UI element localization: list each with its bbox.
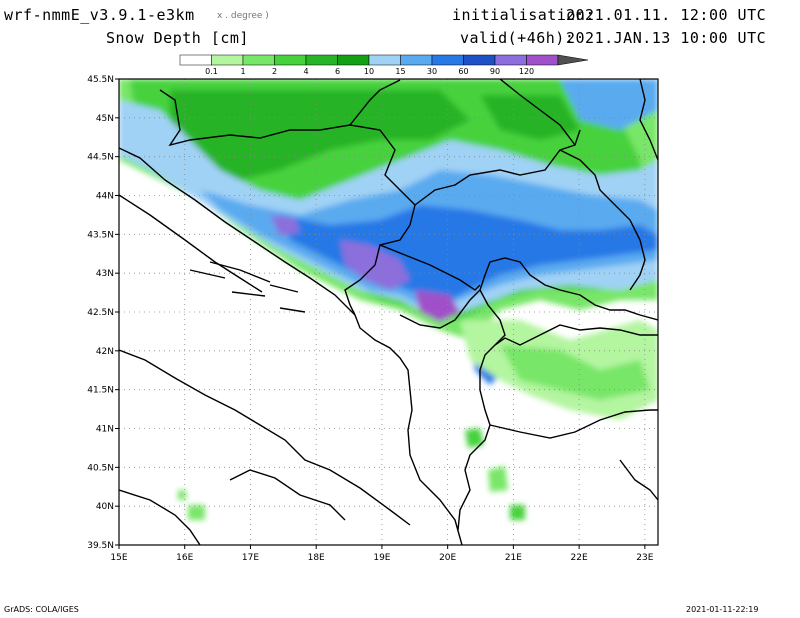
colorbar-label: 30	[427, 67, 437, 76]
colorbar-swatch	[274, 54, 307, 66]
colorbar-swatch	[368, 54, 401, 66]
colorbar-label: 0.1	[205, 67, 218, 76]
colorbar-swatch	[242, 54, 275, 66]
lat-label: 44.5N	[87, 153, 114, 163]
colorbar-swatch	[179, 54, 212, 66]
colorbar-swatch	[211, 54, 244, 66]
model-title: wrf-nmmE_v3.9.1-e3km	[4, 6, 195, 24]
lon-label: 16E	[176, 553, 193, 563]
lat-label: 39.5N	[87, 541, 114, 551]
colorbar-arrow	[557, 54, 589, 66]
coastlines-borders	[119, 79, 658, 545]
axis-ticks	[115, 78, 646, 549]
colorbar-swatch	[494, 54, 527, 66]
field-title: Snow Depth [cm]	[106, 29, 249, 47]
colorbar-label: 60	[458, 67, 468, 76]
footer-credit: GrADS: COLA/IGES	[4, 605, 79, 614]
footer-timestamp: 2021-01-11-22:19	[686, 605, 759, 614]
lat-labels: 45.5N 45N 44.5N 44N 43.5N 43N 42.5N 42N 41.5N 41N…	[87, 75, 114, 551]
colorbar-label: 6	[335, 67, 340, 76]
colorbar-label: 1	[240, 67, 245, 76]
lon-label: 20E	[439, 553, 456, 563]
colorbar-label: 10	[364, 67, 374, 76]
lat-label: 41.5N	[87, 386, 114, 396]
lat-label: 40.5N	[87, 463, 114, 473]
colorbar-label: 2	[272, 67, 277, 76]
init-value: 2021.01.11. 12:00 UTC	[566, 6, 767, 24]
colorbar-swatch	[431, 54, 464, 66]
lon-label: 21E	[505, 553, 522, 563]
colorbar-swatch	[526, 54, 559, 66]
colorbar-label: 90	[490, 67, 500, 76]
lon-label: 18E	[308, 553, 325, 563]
lat-label: 45.5N	[87, 75, 114, 85]
lat-label: 44N	[96, 192, 114, 202]
colorbar-label: 4	[303, 67, 308, 76]
lat-label: 41N	[96, 425, 114, 435]
lon-label: 15E	[110, 553, 127, 563]
lat-label: 45N	[96, 114, 114, 124]
valid-value: 2021.JAN.13 10:00 UTC	[566, 29, 767, 47]
lat-label: 42N	[96, 347, 114, 357]
snow-field	[119, 79, 658, 520]
projection-note: x . degree )	[217, 11, 269, 21]
lon-labels: 15E 16E 17E 18E 19E 20E 21E 22E 23E	[110, 553, 653, 563]
colorbar-label: 120	[519, 67, 534, 76]
colorbar-label: 15	[395, 67, 405, 76]
lat-label: 40N	[96, 502, 114, 512]
lat-label: 43N	[96, 269, 114, 279]
colorbar: 0.1 1 2 4 6 10 15 30 60 90 120	[179, 54, 589, 76]
lon-label: 22E	[571, 553, 588, 563]
colorbar-swatch	[305, 54, 338, 66]
colorbar-swatch	[400, 54, 433, 66]
init-label: initialisation:	[452, 6, 595, 24]
colorbar-swatch	[463, 54, 496, 66]
colorbar-swatch	[337, 54, 370, 66]
lon-label: 19E	[373, 553, 390, 563]
lon-label: 17E	[242, 553, 259, 563]
lat-label: 43.5N	[87, 230, 114, 240]
lon-label: 23E	[636, 553, 653, 563]
valid-label: valid(+46h):	[460, 29, 575, 47]
lat-label: 42.5N	[87, 308, 114, 318]
